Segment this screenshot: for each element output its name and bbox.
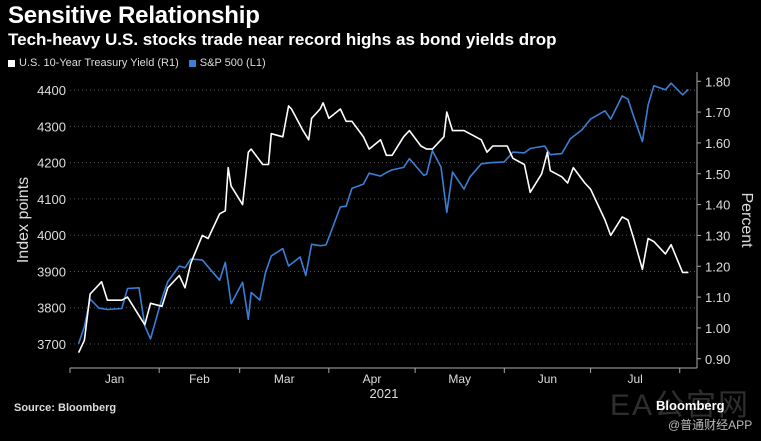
legend-swatch-yield: [8, 59, 15, 67]
legend-item-yield: U.S. 10-Year Treasury Yield (R1): [8, 57, 179, 69]
month-label: Jul: [627, 372, 642, 386]
month-label: Feb: [189, 372, 210, 386]
legend-label-yield: U.S. 10-Year Treasury Yield (R1): [19, 57, 179, 69]
right-tick-label: 1.30: [705, 228, 730, 243]
left-tick-label: 3800: [37, 301, 66, 316]
watermark-text: @普通财经APP: [668, 418, 753, 432]
month-label: Jan: [105, 372, 124, 386]
legend-swatch-sp500: [188, 59, 196, 67]
left-tick-label: 3900: [37, 264, 66, 279]
left-tick-label: 4300: [37, 119, 66, 134]
legend-item-sp500: S&P 500 (L1): [188, 57, 266, 69]
right-tick-label: 1.70: [705, 105, 730, 120]
chart-title: Sensitive Relationship: [8, 2, 260, 29]
left-tick-label: 4200: [37, 156, 66, 171]
month-label: Mar: [274, 372, 295, 386]
month-label: May: [448, 372, 471, 386]
watermark-logo: EA公宫网: [610, 389, 751, 422]
right-tick-label: 1.60: [705, 136, 730, 151]
right-tick-label: 1.10: [705, 290, 730, 305]
right-axis-title: Percent: [738, 192, 755, 248]
source-note: Source: Bloomberg: [14, 402, 117, 414]
legend-label-sp500: S&P 500 (L1): [199, 57, 266, 69]
bloomberg-logo: Bloomberg: [656, 398, 725, 413]
left-axis-title: Index points: [15, 177, 32, 263]
legend: U.S. 10-Year Treasury Yield (R1) S&P 500…: [8, 57, 266, 69]
left-tick-label: 4100: [37, 192, 66, 207]
right-tick-label: 0.90: [705, 352, 730, 367]
left-tick-label: 4400: [37, 83, 66, 98]
month-label: Apr: [363, 372, 382, 386]
series-line-sp500: [77, 82, 689, 344]
right-tick-label: 1.80: [705, 74, 730, 89]
left-tick-label: 3700: [37, 337, 66, 352]
month-label: Jun: [538, 372, 557, 386]
right-tick-label: 1.50: [705, 167, 730, 182]
right-tick-label: 1.40: [705, 198, 730, 213]
x-axis-year-label: 2021: [370, 386, 399, 401]
right-tick-label: 1.20: [705, 259, 730, 274]
series-line-yield: [77, 102, 689, 353]
left-tick-label: 4000: [37, 228, 66, 243]
chart-subtitle: Tech-heavy U.S. stocks trade near record…: [8, 30, 557, 49]
right-tick-label: 1.00: [705, 321, 730, 336]
